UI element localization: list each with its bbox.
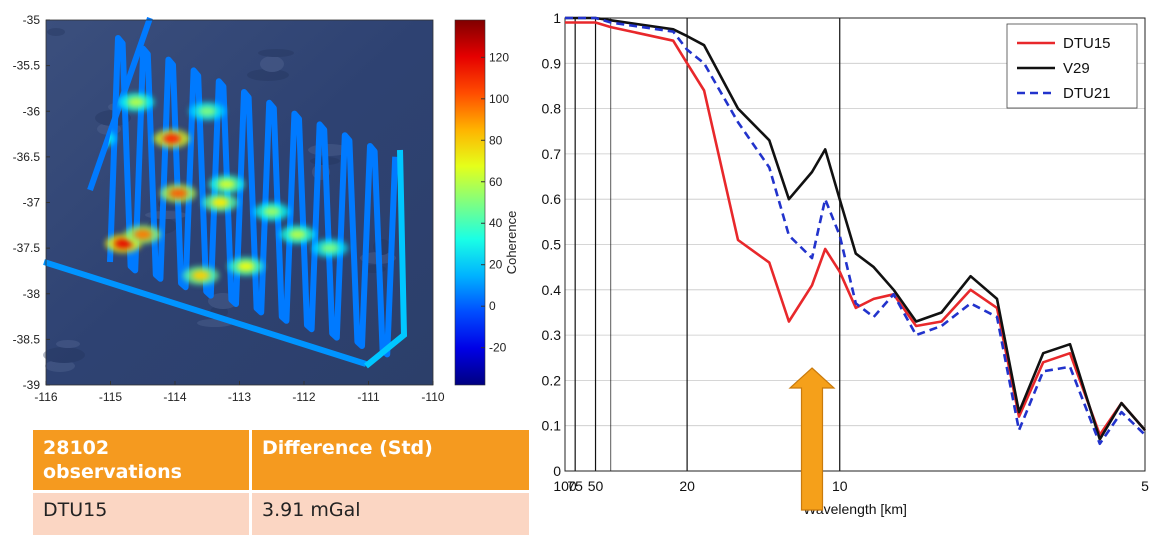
x-tick-label: 50: [588, 478, 604, 494]
seafloor-feature: [260, 56, 284, 72]
legend-label-dtu15: DTU15: [1063, 35, 1111, 52]
y-tick-label: 0.6: [542, 191, 562, 207]
seafloor-feature: [56, 340, 80, 348]
x-tick-label: 10: [832, 478, 848, 494]
coherence-hotspot: [289, 229, 307, 239]
map-lon-label: -116: [34, 390, 57, 404]
map-lat-label: -35: [23, 13, 41, 27]
map-lat-label: -38: [23, 287, 41, 301]
coherence-hotspot: [192, 271, 210, 281]
coherence-hotspot: [198, 106, 216, 116]
y-tick-label: 0.4: [542, 282, 562, 298]
colorbar-tick-label: 0: [489, 299, 496, 313]
y-tick-label: 0.1: [542, 418, 562, 434]
map-lat-label: -39: [23, 378, 41, 392]
table-header-observations: 28102 observations: [33, 430, 251, 492]
coherence-hotspot: [127, 97, 145, 107]
coherence-hotspot: [321, 243, 339, 253]
x-tick-label: 20: [679, 478, 695, 494]
colorbar-tick-label: 100: [489, 92, 509, 106]
table-cell-std: 3.91 mGal: [251, 492, 530, 535]
colorbar-label: Coherence: [504, 211, 519, 275]
coherence-hotspot: [211, 198, 229, 208]
coherence-hotspot: [263, 207, 281, 217]
seafloor-feature: [258, 49, 294, 57]
map-lat-label: -35.5: [13, 59, 41, 73]
x-tick-label: 5: [1141, 478, 1149, 494]
colorbar-tick-label: -20: [489, 341, 507, 355]
map-lon-label: -110: [421, 390, 444, 404]
table-row: DTU15 3.91 mGal: [33, 492, 529, 535]
map-lon-label: -111: [357, 390, 380, 404]
colorbar-tick-label: 120: [489, 50, 509, 64]
colorbar-tick-label: 60: [489, 175, 503, 189]
map-lat-label: -36.5: [13, 150, 41, 164]
y-tick-label: 0.2: [542, 372, 562, 388]
colorbar-tick-label: 40: [489, 216, 503, 230]
colorbar: [455, 20, 485, 385]
colorbar-tick-label: 80: [489, 133, 503, 147]
map-lat-label: -37: [23, 196, 41, 210]
coherence-hotspot: [163, 134, 181, 144]
seafloor-feature: [43, 347, 85, 363]
y-tick-label: 0.3: [542, 327, 562, 343]
y-tick-label: 0.8: [542, 101, 562, 117]
map-lon-label: -115: [99, 390, 122, 404]
map-lon-label: -112: [292, 390, 315, 404]
y-tick-label: 0: [553, 463, 561, 479]
map-lat-label: -37.5: [13, 241, 41, 255]
y-tick-label: 1: [553, 10, 561, 26]
coherence-map-panel: -116 -115 -114 -113 -112 -111 -110 -35 -35.5 -36 -…: [0, 0, 540, 410]
table-cell-model: DTU15: [33, 492, 251, 535]
map-lat-label: -36: [23, 104, 41, 118]
legend-label-v29: V29: [1063, 60, 1090, 77]
coherence-hotspot: [169, 188, 187, 198]
statistics-table: 28102 observations Difference (Std) DTU1…: [33, 430, 529, 535]
coherence-hotspot: [237, 261, 255, 271]
table-header-difference: Difference (Std): [251, 430, 530, 492]
seafloor-feature: [47, 28, 65, 36]
legend-label-dtu21: DTU21: [1063, 85, 1111, 102]
y-tick-label: 0.9: [542, 55, 562, 71]
coherence-hotspot: [134, 229, 152, 239]
colorbar-tick-label: 20: [489, 258, 503, 272]
map-lon-label: -114: [163, 390, 186, 404]
map-lon-label: -113: [228, 390, 251, 404]
x-tick-label: 75: [567, 478, 583, 494]
y-tick-label: 0.7: [542, 146, 562, 162]
coherence-map: -116 -115 -114 -113 -112 -111 -110 -35 -35.5 -36 -…: [0, 0, 540, 410]
table-header-row: 28102 observations Difference (Std): [33, 430, 529, 492]
coherence-hotspot: [218, 179, 236, 189]
map-lat-label: -38.5: [13, 332, 41, 346]
y-tick-label: 0.5: [542, 237, 562, 253]
